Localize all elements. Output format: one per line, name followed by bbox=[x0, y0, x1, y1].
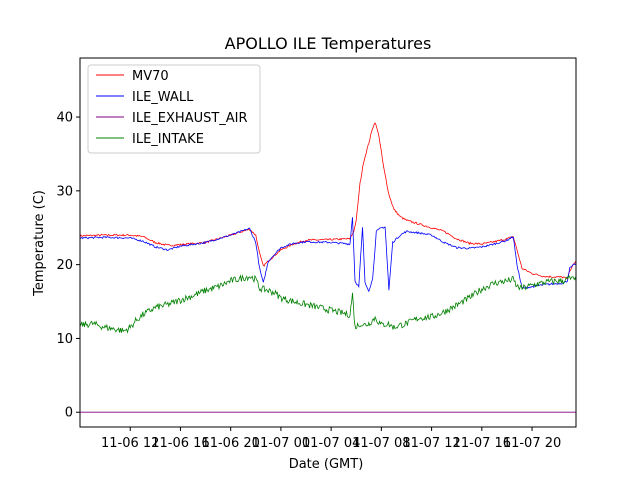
x-tick-label: 11-07 04 bbox=[302, 436, 360, 451]
x-tick-label: 11-07 00 bbox=[252, 436, 310, 451]
legend-entry: ILE_INTAKE bbox=[132, 132, 204, 147]
x-tick-label: 11-07 08 bbox=[352, 436, 410, 451]
chart-title: APOLLO ILE Temperatures bbox=[225, 34, 432, 53]
legend-entry: MV70 bbox=[132, 69, 169, 84]
y-tick-label: 20 bbox=[56, 258, 73, 273]
legend: MV70 ILE_WALL ILE_EXHAUST_AIR ILE_INTAKE bbox=[87, 64, 261, 154]
legend-box bbox=[87, 64, 261, 154]
x-tick-label: 11-07 12 bbox=[402, 436, 460, 451]
x-tick-label: 11-06 12 bbox=[101, 436, 159, 451]
y-tick-label: 30 bbox=[56, 184, 73, 199]
legend-entry: ILE_WALL bbox=[132, 90, 194, 105]
plot-frame bbox=[79, 57, 577, 428]
plot-series bbox=[79, 122, 577, 413]
series-line-ile-intake bbox=[79, 274, 577, 334]
y-axis-label: Temperature (C) bbox=[32, 190, 47, 297]
x-tick-label: 11-06 16 bbox=[151, 436, 209, 451]
series-line-mv70 bbox=[79, 122, 577, 280]
y-tick-label: 40 bbox=[56, 111, 73, 126]
x-tick-label: 11-06 20 bbox=[201, 436, 259, 451]
x-axis-label: Date (GMT) bbox=[289, 457, 364, 472]
x-tick-label: 11-07 16 bbox=[453, 436, 511, 451]
x-tick-label: 11-07 20 bbox=[503, 436, 561, 451]
y-tick-label: 0 bbox=[65, 406, 73, 421]
y-tick-label: 10 bbox=[56, 332, 73, 347]
series-line-ile-wall bbox=[79, 217, 577, 293]
legend-entry: ILE_EXHAUST_AIR bbox=[132, 111, 248, 126]
